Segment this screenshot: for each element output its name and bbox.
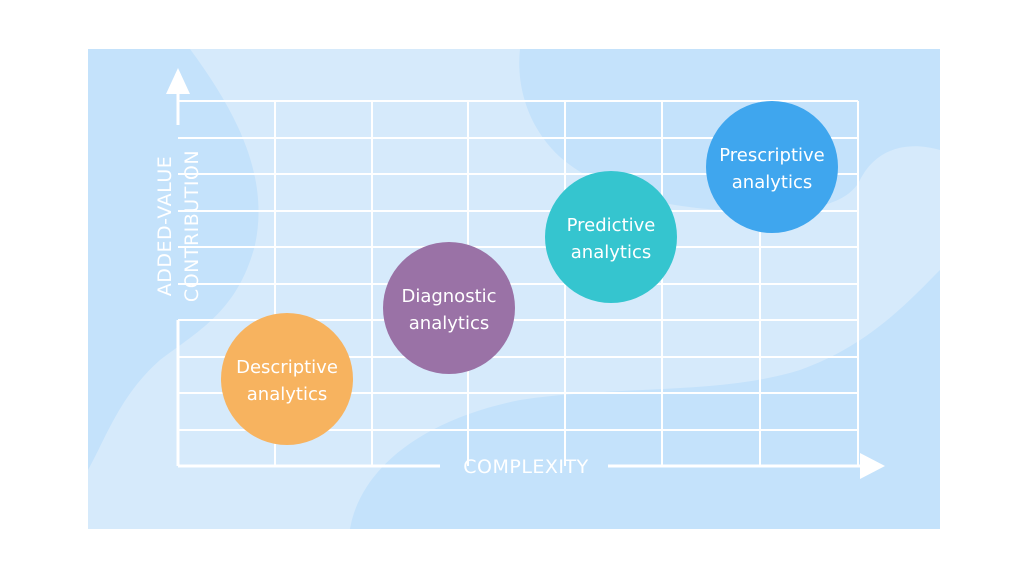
stage-descriptive: Descriptive analytics (221, 313, 353, 445)
stage-label-line1: Prescriptive (719, 145, 825, 166)
stage-label-line1: Descriptive (236, 357, 338, 378)
stage-prescriptive: Prescriptive analytics (706, 101, 838, 233)
stage-circle (221, 313, 353, 445)
stage-circle (545, 171, 677, 303)
stage-diagnostic: Diagnostic analytics (383, 242, 515, 374)
x-axis-arrowhead (860, 453, 885, 479)
stage-circle (383, 242, 515, 374)
y-axis-label-line2: CONTRIBUTION (181, 150, 203, 302)
stage-label-line2: analytics (732, 172, 812, 193)
stage-label-line1: Predictive (567, 215, 656, 236)
x-axis-label: COMPLEXITY (463, 456, 589, 478)
stage-label-line2: analytics (247, 384, 327, 405)
grid (178, 100, 859, 466)
stage-label-line2: analytics (409, 313, 489, 334)
stage-label-line1: Diagnostic (401, 286, 496, 307)
blob-left (88, 49, 259, 470)
y-axis-arrowhead (166, 68, 190, 94)
y-axis-label-line1: ADDED-VALUE (154, 156, 176, 296)
stage-predictive: Predictive analytics (545, 171, 677, 303)
stage-circle (706, 101, 838, 233)
stage-label-line2: analytics (571, 242, 651, 263)
axes (166, 68, 885, 479)
blob-bottom (350, 270, 940, 529)
